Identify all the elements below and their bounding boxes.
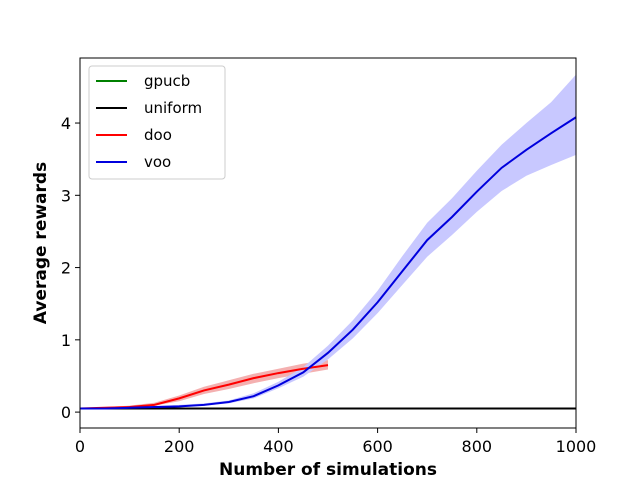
x-tick-label: 800 [462, 437, 493, 456]
x-tick-label: 400 [263, 437, 294, 456]
legend-label-voo: voo [144, 153, 171, 171]
x-tick-label: 200 [164, 437, 195, 456]
series-line-voo [80, 116, 576, 410]
y-tick-label: 1 [61, 331, 71, 350]
x-tick-label: 600 [362, 437, 393, 456]
x-tick-label: 0 [75, 437, 85, 456]
legend-label-doo: doo [144, 126, 172, 144]
x-tick-label: 1000 [556, 437, 597, 456]
plot-frame [79, 57, 577, 429]
y-tick-label: 0 [61, 403, 71, 422]
y-tick-label: 3 [61, 186, 71, 205]
band-doo [80, 360, 328, 410]
legend-label-gpucb: gpucb [144, 72, 190, 90]
y-axis-label: Average rewards [31, 162, 51, 324]
x-axis-label: Number of simulations [219, 460, 437, 480]
y-tick-label: 2 [61, 259, 71, 278]
legend-box [88, 65, 226, 180]
legend-label-uniform: uniform [144, 99, 202, 117]
y-tick-label: 4 [61, 114, 71, 133]
